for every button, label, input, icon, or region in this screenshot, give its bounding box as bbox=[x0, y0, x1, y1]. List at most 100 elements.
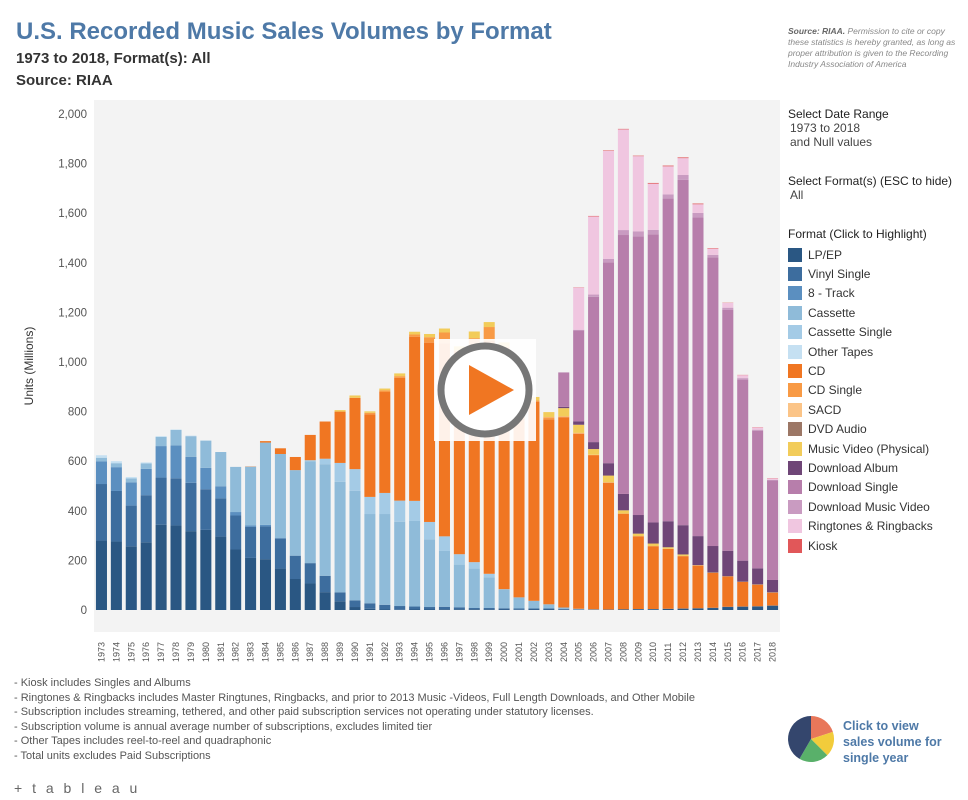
bar-segment[interactable] bbox=[602, 150, 615, 259]
pie-chart-icon[interactable] bbox=[786, 714, 836, 764]
bar-segment[interactable] bbox=[364, 411, 376, 413]
bar-segment[interactable] bbox=[677, 175, 689, 180]
bar-segment[interactable] bbox=[767, 605, 779, 610]
bar-segment[interactable] bbox=[767, 480, 779, 580]
bar-segment[interactable] bbox=[677, 554, 689, 556]
bar-segment[interactable] bbox=[424, 539, 436, 608]
bar-segment[interactable] bbox=[319, 464, 331, 576]
bar-segment[interactable] bbox=[319, 592, 331, 610]
bar-segment[interactable] bbox=[409, 609, 421, 611]
bar-segment[interactable] bbox=[558, 417, 570, 608]
bar-segment[interactable] bbox=[468, 608, 480, 610]
bar-segment[interactable] bbox=[424, 333, 436, 338]
bar-segment[interactable] bbox=[334, 411, 346, 463]
bar-segment[interactable] bbox=[468, 568, 480, 609]
bar-segment[interactable] bbox=[304, 583, 316, 610]
bar-segment[interactable] bbox=[364, 414, 376, 497]
legend-item[interactable]: LP/EP bbox=[788, 245, 933, 264]
bar-segment[interactable] bbox=[513, 378, 525, 598]
bar-segment[interactable] bbox=[453, 607, 465, 610]
bar-segment[interactable] bbox=[125, 478, 137, 483]
bar-segment[interactable] bbox=[438, 536, 450, 551]
bar-segment[interactable] bbox=[632, 536, 644, 609]
bar-segment[interactable] bbox=[230, 466, 242, 513]
bar-segment[interactable] bbox=[334, 462, 346, 482]
bar-segment[interactable] bbox=[677, 158, 689, 175]
bar-segment[interactable] bbox=[200, 440, 212, 468]
bar-segment[interactable] bbox=[95, 540, 107, 610]
bar-segment[interactable] bbox=[647, 182, 659, 184]
bar-segment[interactable] bbox=[259, 559, 272, 610]
bar-segment[interactable] bbox=[707, 608, 719, 610]
bar-segment[interactable] bbox=[259, 524, 272, 527]
bar-segment[interactable] bbox=[230, 512, 242, 516]
bar-segment[interactable] bbox=[438, 606, 450, 610]
bar-segment[interactable] bbox=[662, 609, 674, 610]
bar-segment[interactable] bbox=[245, 557, 257, 610]
bar-segment[interactable] bbox=[528, 401, 540, 601]
bar-segment[interactable] bbox=[394, 606, 406, 610]
bar-segment[interactable] bbox=[245, 466, 257, 526]
bar-segment[interactable] bbox=[692, 204, 704, 213]
legend-item[interactable]: Download Single bbox=[788, 478, 933, 497]
bar-segment[interactable] bbox=[379, 390, 391, 393]
bar-segment[interactable] bbox=[647, 229, 659, 235]
bar-segment[interactable] bbox=[677, 179, 689, 526]
bar-segment[interactable] bbox=[215, 536, 227, 610]
bar-segment[interactable] bbox=[677, 525, 689, 555]
bar-segment[interactable] bbox=[125, 546, 137, 610]
bar-segment[interactable] bbox=[617, 235, 629, 494]
legend-item[interactable]: Cassette bbox=[788, 303, 933, 322]
bar-segment[interactable] bbox=[662, 521, 674, 548]
bar-segment[interactable] bbox=[409, 520, 421, 607]
bar-segment[interactable] bbox=[259, 442, 272, 525]
bar-segment[interactable] bbox=[722, 309, 734, 551]
legend-item[interactable]: DVD Audio bbox=[788, 420, 933, 439]
bar-segment[interactable] bbox=[498, 589, 510, 609]
bar-segment[interactable] bbox=[483, 340, 495, 574]
bar-segment[interactable] bbox=[453, 564, 465, 608]
bar-segment[interactable] bbox=[274, 538, 286, 539]
bar-segment[interactable] bbox=[483, 608, 495, 610]
bar-segment[interactable] bbox=[274, 538, 286, 569]
bar-segment[interactable] bbox=[394, 373, 406, 377]
bar-segment[interactable] bbox=[602, 482, 615, 610]
bar-segment[interactable] bbox=[573, 329, 585, 331]
legend-item[interactable]: Other Tapes bbox=[788, 342, 933, 361]
bar-segment[interactable] bbox=[602, 482, 615, 483]
bar-segment[interactable] bbox=[752, 429, 764, 431]
legend-item[interactable]: Download Music Video bbox=[788, 497, 933, 516]
bar-segment[interactable] bbox=[334, 481, 346, 593]
bar-segment[interactable] bbox=[155, 477, 167, 525]
bar-segment[interactable] bbox=[647, 609, 659, 610]
bar-segment[interactable] bbox=[588, 296, 600, 443]
bar-segment[interactable] bbox=[364, 608, 376, 610]
bar-segment[interactable] bbox=[185, 456, 197, 483]
bar-segment[interactable] bbox=[349, 397, 361, 470]
bar-segment[interactable] bbox=[170, 429, 182, 430]
bar-segment[interactable] bbox=[200, 467, 212, 490]
bar-segment[interactable] bbox=[617, 493, 629, 511]
bar-segment[interactable] bbox=[140, 468, 152, 496]
bar-segment[interactable] bbox=[573, 433, 585, 609]
bar-segment[interactable] bbox=[632, 515, 644, 534]
bar-segment[interactable] bbox=[707, 546, 719, 573]
bar-segment[interactable] bbox=[200, 489, 212, 530]
bar-segment[interactable] bbox=[737, 560, 749, 582]
bar-segment[interactable] bbox=[170, 429, 182, 446]
bar-segment[interactable] bbox=[707, 257, 719, 547]
bar-segment[interactable] bbox=[334, 601, 346, 610]
legend-item[interactable]: Ringtones & Ringbacks bbox=[788, 516, 933, 535]
bar-segment[interactable] bbox=[632, 155, 644, 157]
date-range-filter[interactable]: Select Date Range 1973 to 2018 and Null … bbox=[788, 107, 889, 149]
bar-segment[interactable] bbox=[558, 408, 570, 417]
bar-segment[interactable] bbox=[617, 513, 629, 610]
bar-segment[interactable] bbox=[483, 322, 495, 328]
bar-segment[interactable] bbox=[558, 416, 570, 418]
play-icon[interactable] bbox=[434, 339, 536, 441]
bar-segment[interactable] bbox=[215, 498, 227, 537]
bar-segment[interactable] bbox=[558, 372, 570, 407]
bar-segment[interactable] bbox=[632, 231, 644, 237]
bar-segment[interactable] bbox=[438, 332, 450, 344]
bar-segment[interactable] bbox=[617, 510, 629, 514]
